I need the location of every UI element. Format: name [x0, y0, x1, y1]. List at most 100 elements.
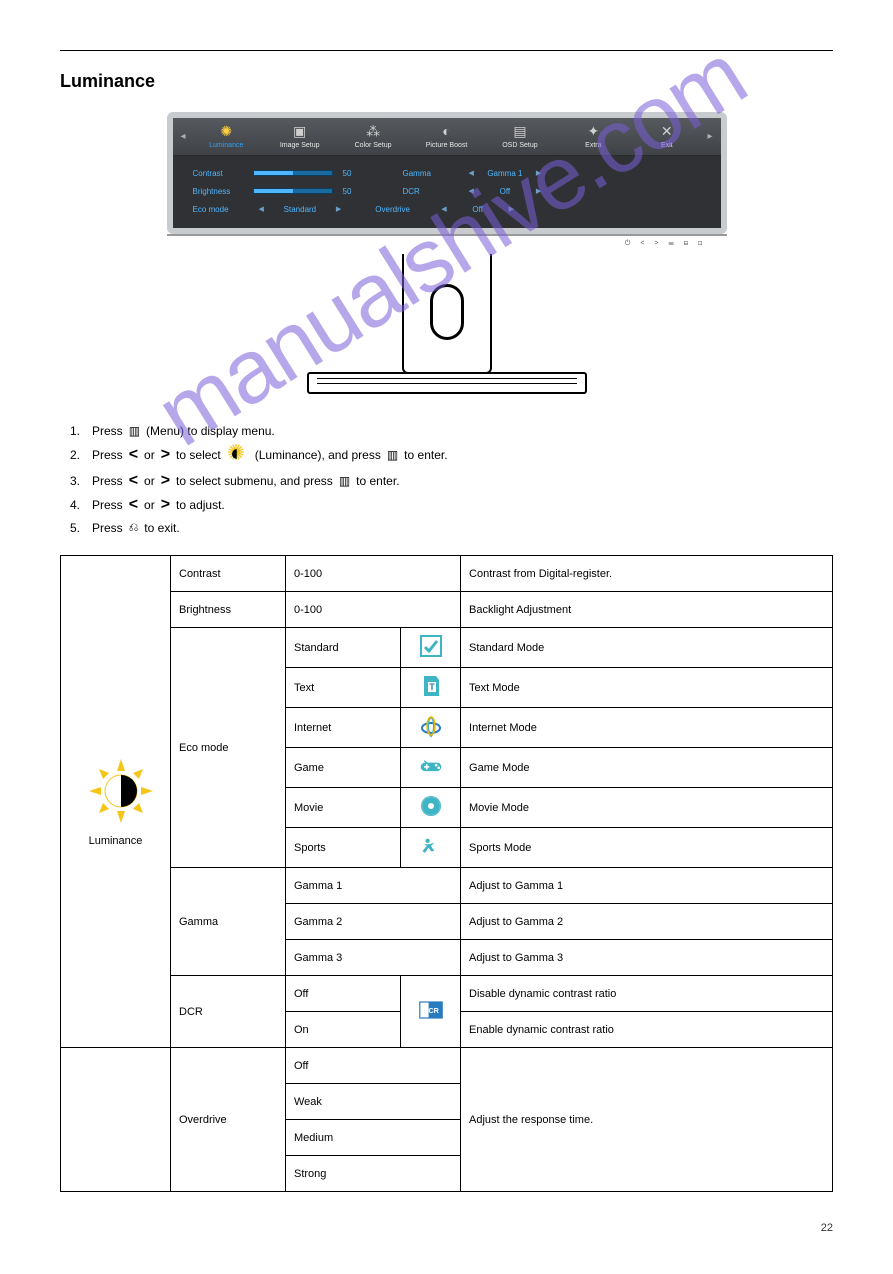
cell-mode: Medium — [286, 1120, 461, 1156]
text-mode-icon: T — [401, 668, 461, 708]
cell-param: Brightness — [171, 592, 286, 628]
osd-row-gamma-value: Gamma 1 — [480, 169, 530, 178]
menu-icon: ▥ — [339, 474, 350, 488]
osd-body: Contrast 50 Gamma ◀ Gamma 1 ▶ Brightness… — [173, 156, 721, 228]
left-arrow-icon: ◀ — [463, 187, 480, 195]
table-row: Brightness 0-100 Backlight Adjustment — [61, 592, 833, 628]
dcr-icon: DCR — [401, 976, 461, 1048]
step-text: Press — [92, 498, 123, 512]
cell-desc: Contrast from Digital-register. — [461, 556, 833, 592]
right-arrow-icon: ▶ — [530, 187, 547, 195]
osd-tab-picture-boost: ◐ Picture Boost — [410, 124, 483, 149]
osd-row-contrast-label: Contrast — [193, 169, 253, 178]
osd-tab-extra: ✦ Extra — [557, 124, 630, 149]
left-chevron-icon: < — [129, 446, 138, 464]
osd-row-dcr-label: DCR — [403, 187, 463, 196]
step-text: to enter. — [404, 448, 447, 462]
monitor-buttons-row: ⏻ < > ☰ ⊟ ⊡ — [625, 240, 707, 248]
cell-mode: Off — [286, 976, 401, 1012]
standard-mode-icon — [401, 628, 461, 668]
right-arrow-icon: ▶ — [530, 169, 547, 177]
luminance-icon — [227, 444, 249, 466]
right-chevron-icon: > — [161, 446, 170, 464]
menu-icon: ▥ — [387, 448, 398, 462]
monitor-stand-button — [430, 284, 464, 340]
cell-mode: Sports — [286, 828, 401, 868]
table-row: DCR Off DCR Disable dynamic contrast rat… — [61, 976, 833, 1012]
sports-mode-icon — [401, 828, 461, 868]
step-text: to exit. — [144, 521, 179, 535]
cell-mode: Internet — [286, 708, 401, 748]
monitor-illustration: ◂ ✺ Luminance ▣ Image Setup ⁂ Color Setu… — [167, 112, 727, 394]
osd-row-dcr-value: Off — [480, 187, 530, 196]
step-text: to enter. — [356, 474, 399, 488]
picture-boost-icon: ◐ — [410, 124, 483, 140]
step-text: or — [144, 448, 155, 462]
osd-tab-image-setup: ▣ Image Setup — [263, 124, 336, 149]
osd-tab-bar: ◂ ✺ Luminance ▣ Image Setup ⁂ Color Setu… — [173, 118, 721, 156]
osd-row-eco-label: Eco mode — [193, 205, 253, 214]
osd-row-contrast-value: 50 — [343, 169, 373, 178]
luminance-big-icon — [86, 756, 146, 816]
cell-mode: Weak — [286, 1084, 461, 1120]
monitor-stand-base — [307, 372, 587, 394]
left-arrow-icon: ◀ — [253, 205, 270, 213]
cell-param: Contrast — [171, 556, 286, 592]
cell-desc: Adjust to Gamma 3 — [461, 940, 833, 976]
instruction-steps: 1. Press ▥ (Menu) to display menu. 2. Pr… — [70, 424, 833, 535]
luminance-category-label: Luminance — [69, 835, 162, 847]
cell-param: DCR — [171, 976, 286, 1048]
cell-mode: Gamma 2 — [286, 904, 461, 940]
osd-tab-color-setup: ⁂ Color Setup — [336, 124, 409, 149]
step-text: to select — [176, 448, 221, 462]
left-arrow-icon: ◀ — [463, 169, 480, 177]
osd-tab-exit: ✕ Exit — [630, 124, 703, 149]
cell-desc: Internet Mode — [461, 708, 833, 748]
cell-mode: Game — [286, 748, 401, 788]
monitor-bezel-bottom: ⏻ < > ☰ ⊟ ⊡ — [167, 234, 727, 254]
auto-exit-icon: ⎌ — [129, 520, 139, 535]
cell-desc: Backlight Adjustment — [461, 592, 833, 628]
svg-text:T: T — [429, 682, 435, 692]
step-text: to select submenu, and press — [176, 474, 333, 488]
table-row: Overdrive Off Adjust the response time. — [61, 1048, 833, 1084]
cell-desc: Standard Mode — [461, 628, 833, 668]
step-text: (Luminance), and press — [255, 448, 381, 462]
osd-row-overdrive-value: Off — [453, 205, 503, 214]
step-text: or — [144, 474, 155, 488]
step-text: to adjust. — [176, 498, 225, 512]
osd-tab-luminance: ✺ Luminance — [190, 124, 263, 149]
image-setup-icon: ▣ — [263, 124, 336, 140]
right-chevron-icon: > — [161, 496, 170, 514]
osd-row-contrast-bar — [253, 170, 333, 176]
step-text: Press — [92, 448, 123, 462]
cell-mode: Gamma 3 — [286, 940, 461, 976]
movie-mode-icon — [401, 788, 461, 828]
menu-icon: ▥ — [129, 424, 140, 438]
osd-row-eco-value: Standard — [270, 205, 330, 214]
cell-desc: Adjust the response time. — [461, 1048, 833, 1192]
cell-mode: Movie — [286, 788, 401, 828]
exit-icon: ✕ — [630, 124, 703, 140]
luminance-category-cell: Luminance — [61, 556, 171, 1048]
extra-icon: ✦ — [557, 124, 630, 140]
osd-row-brightness-value: 50 — [343, 187, 373, 196]
step-text: Press — [92, 424, 123, 438]
osd-row-brightness-label: Brightness — [193, 187, 253, 196]
monitor-stand-neck — [402, 254, 492, 374]
left-chevron-icon: < — [129, 472, 138, 490]
cell-mode: Off — [286, 1048, 461, 1084]
right-arrow-icon: ▶ — [330, 205, 347, 213]
cell-mode: On — [286, 1012, 401, 1048]
cell-param: Eco mode — [171, 628, 286, 868]
game-mode-icon — [401, 748, 461, 788]
table-row: Gamma Gamma 1 Adjust to Gamma 1 — [61, 868, 833, 904]
table-row: Luminance Contrast 0-100 Contrast from D… — [61, 556, 833, 592]
cell-desc: Disable dynamic contrast ratio — [461, 976, 833, 1012]
cell-range: 0-100 — [286, 592, 461, 628]
osd-row-brightness-bar — [253, 188, 333, 194]
osd-row-overdrive-label: Overdrive — [375, 205, 435, 214]
step-text: or — [144, 498, 155, 512]
cell-param: Overdrive — [171, 1048, 286, 1192]
cell-desc: Movie Mode — [461, 788, 833, 828]
